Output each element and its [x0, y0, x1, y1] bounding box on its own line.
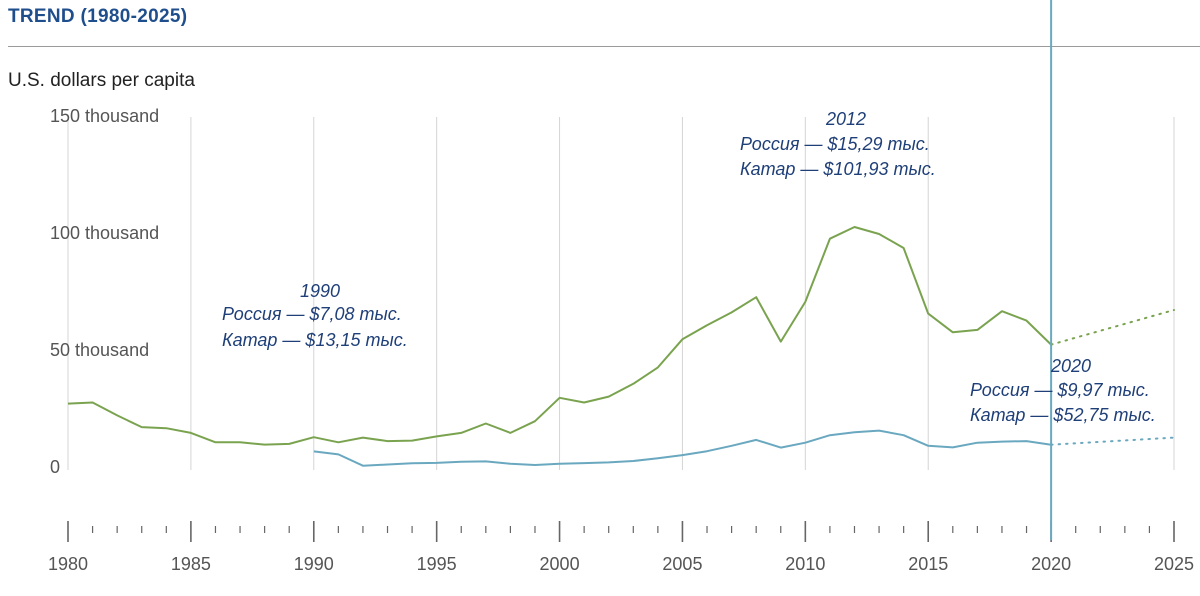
annotation-year: 1990 — [300, 281, 340, 301]
page-title: TREND (1980-2025) — [8, 6, 188, 27]
annotations: 1990 Россия — $7,08 тыс. Катар — $13,15 ты… — [222, 109, 1156, 425]
x-tick-label: 1980 — [48, 554, 88, 574]
series-layer — [67, 226, 1175, 467]
x-axis: 1980 1985 1990 1995 2000 2005 2010 2015 2020 2025 — [48, 521, 1194, 574]
annotation-year: 2012 — [825, 109, 866, 129]
annotation-russia: Россия — $15,29 тыс. — [740, 134, 930, 154]
series-projection-russia — [1050, 436, 1175, 446]
series-line-russia — [313, 429, 1052, 467]
y-axis-label: U.S. dollars per capita — [8, 70, 195, 91]
x-tick-label: 2000 — [540, 554, 580, 574]
x-tick-label: 2015 — [908, 554, 948, 574]
series-projection-qatar — [1050, 309, 1175, 346]
annotation-year: 2020 — [1050, 356, 1091, 376]
y-tick-label: 50 thousand — [50, 340, 149, 360]
x-tick-label: 2010 — [785, 554, 825, 574]
annotation-qatar: Катар — $52,75 тыс. — [970, 405, 1156, 425]
annotation-russia: Россия — $7,08 тыс. — [222, 304, 402, 324]
x-tick-label: 2020 — [1031, 554, 1071, 574]
header-divider — [8, 46, 1200, 47]
x-tick-label: 1995 — [417, 554, 457, 574]
annotation-qatar: Катар — $101,93 тыс. — [740, 159, 936, 179]
y-axis: 0 50 thousand 100 thousand 150 thousand — [50, 106, 159, 477]
x-tick-label: 2005 — [662, 554, 702, 574]
x-tick-label: 2025 — [1154, 554, 1194, 574]
annotation-russia: Россия — $9,97 тыс. — [970, 380, 1150, 400]
y-tick-label: 100 thousand — [50, 223, 159, 243]
y-tick-label: 150 thousand — [50, 106, 159, 126]
x-tick-label: 1985 — [171, 554, 211, 574]
series-line-qatar — [67, 226, 1052, 446]
y-tick-label: 0 — [50, 457, 60, 477]
x-tick-label: 1990 — [294, 554, 334, 574]
grid-layer — [67, 117, 1175, 470]
annotation-qatar: Катар — $13,15 тыс. — [222, 330, 408, 350]
